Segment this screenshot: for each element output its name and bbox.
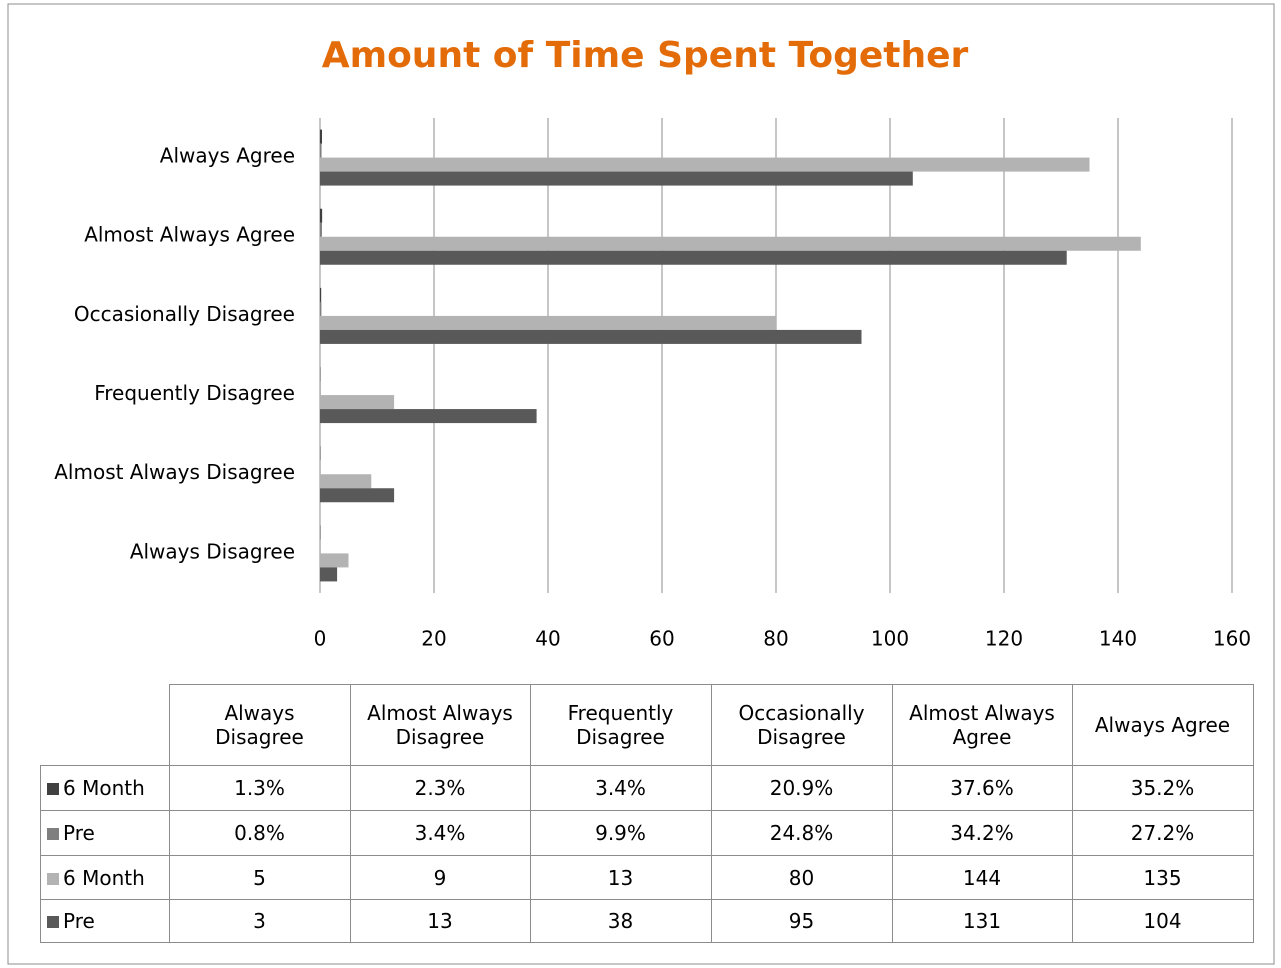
chart-border	[7, 3, 1275, 965]
legend-swatch	[47, 916, 59, 928]
legend-label: Pre	[63, 909, 95, 933]
x-tick-label: 0	[314, 627, 327, 651]
bar	[320, 157, 1090, 172]
bar	[320, 143, 322, 158]
bar	[320, 488, 395, 503]
header-cell: Occasionally Disagree	[710, 684, 893, 766]
data-row: Pre 3 13 38 95 131 104	[40, 899, 1254, 943]
bar	[320, 250, 1067, 265]
table-cell: 13	[349, 899, 531, 943]
table-cell: 104	[1071, 899, 1254, 943]
x-tick-label: 20	[421, 627, 446, 651]
table-cell: 135	[1071, 855, 1254, 900]
table-cell: 9	[349, 855, 531, 900]
bar	[320, 567, 338, 582]
x-tick-label: 80	[763, 627, 788, 651]
y-tick-label: Almost Always Disagree	[54, 460, 295, 484]
row-label: Pre	[40, 810, 170, 856]
x-tick-label: 40	[535, 627, 560, 651]
data-row: 6 Month 5 9 13 80 144 135	[40, 855, 1254, 900]
bar	[320, 525, 321, 540]
x-tick-label: 100	[871, 627, 909, 651]
table-cell: 9.9%	[529, 810, 712, 856]
legend-label: Pre	[63, 821, 95, 845]
row-label: 6 Month	[40, 765, 170, 811]
data-row: Pre 0.8% 3.4% 9.9% 24.8% 34.2% 27.2%	[40, 810, 1254, 856]
bar	[320, 208, 323, 223]
bar	[320, 315, 776, 330]
bar	[320, 409, 537, 424]
corner-cell	[40, 684, 170, 766]
table-cell: 144	[891, 855, 1073, 900]
y-tick-label: Always Disagree	[130, 539, 295, 563]
bar	[320, 446, 321, 461]
table-cell: 37.6%	[891, 765, 1073, 811]
bar	[320, 236, 1141, 251]
table-cell: 131	[891, 899, 1073, 943]
bar	[320, 553, 349, 568]
x-tick-label: 120	[985, 627, 1023, 651]
table-cell: 5	[168, 855, 351, 900]
legend-label: 6 Month	[63, 865, 145, 890]
header-cell: Almost Always Agree	[891, 684, 1073, 766]
table-cell: 38	[529, 899, 712, 943]
bar	[320, 287, 322, 302]
bar	[320, 171, 913, 186]
y-tick-label: Occasionally Disagree	[74, 302, 295, 326]
bar	[320, 222, 322, 237]
header-cell: Almost Always Disagree	[349, 684, 531, 766]
legend-swatch	[47, 783, 59, 795]
data-row: 6 Month 1.3% 2.3% 3.4% 20.9% 37.6% 35.2%	[40, 765, 1254, 811]
bar	[320, 367, 321, 382]
header-cell: Always Disagree	[168, 684, 351, 766]
data-table: Always Disagree Almost Always Disagree Fre…	[40, 684, 1254, 943]
header-row: Always Disagree Almost Always Disagree Fre…	[40, 684, 1254, 766]
table-cell: 95	[710, 899, 893, 943]
bar	[320, 301, 322, 316]
x-tick-label: 60	[649, 627, 674, 651]
bar	[320, 395, 395, 410]
bar	[320, 460, 321, 475]
table-cell: 1.3%	[168, 765, 351, 811]
y-tick-label: Frequently Disagree	[94, 381, 295, 405]
row-label: Pre	[40, 899, 170, 943]
y-tick-label: Always Agree	[160, 144, 295, 168]
table-cell: 35.2%	[1071, 765, 1254, 811]
y-tick-label: Almost Always Agree	[84, 223, 295, 247]
table-cell: 80	[710, 855, 893, 900]
bar	[320, 474, 372, 489]
row-label: 6 Month	[40, 855, 170, 900]
table-cell: 13	[529, 855, 712, 900]
table-cell: 2.3%	[349, 765, 531, 811]
chart-title: Amount of Time Spent Together	[322, 35, 969, 76]
legend-swatch	[47, 872, 59, 885]
x-tick-label: 140	[1099, 627, 1137, 651]
legend-label: 6 Month	[63, 776, 145, 800]
bar	[320, 539, 321, 554]
table-cell: 3.4%	[529, 765, 712, 811]
bar	[320, 381, 321, 396]
table-cell: 3.4%	[349, 810, 531, 856]
bar	[320, 329, 862, 344]
header-cell: Frequently Disagree	[529, 684, 712, 766]
table-cell: 34.2%	[891, 810, 1073, 856]
legend-swatch	[47, 828, 59, 840]
header-cell: Always Agree	[1071, 684, 1254, 766]
table-cell: 20.9%	[710, 765, 893, 811]
table-cell: 27.2%	[1071, 810, 1254, 856]
table-cell: 24.8%	[710, 810, 893, 856]
x-tick-label: 160	[1213, 627, 1251, 651]
bar	[320, 129, 323, 144]
table-cell: 3	[168, 899, 351, 943]
table-cell: 0.8%	[168, 810, 351, 856]
